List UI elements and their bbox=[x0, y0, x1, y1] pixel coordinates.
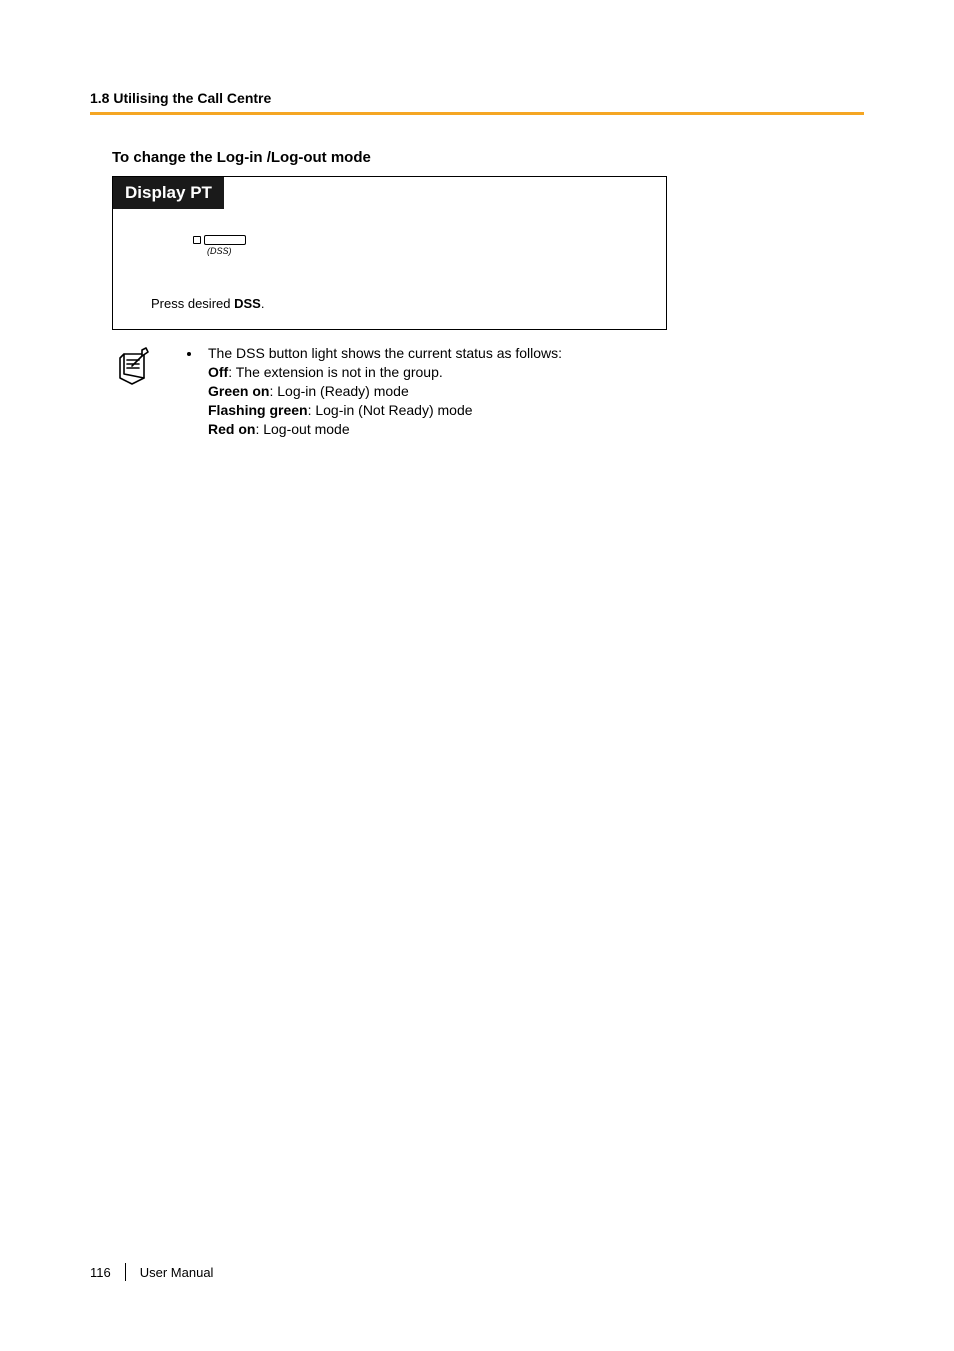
section-header: 1.8 Utilising the Call Centre bbox=[90, 90, 864, 106]
page-footer: 116 User Manual bbox=[90, 1263, 213, 1281]
orange-divider bbox=[90, 112, 864, 115]
dss-led-icon bbox=[193, 236, 201, 244]
note-text: The DSS button light shows the current s… bbox=[184, 344, 562, 438]
panel-title: Display PT bbox=[113, 177, 224, 209]
footer-divider bbox=[125, 1263, 126, 1281]
instruction-prefix: Press desired bbox=[151, 296, 234, 311]
note-bullet: The DSS button light shows the current s… bbox=[202, 344, 562, 438]
dss-button-graphic bbox=[193, 235, 646, 245]
page-number: 116 bbox=[90, 1265, 111, 1280]
note-line: Red on: Log-out mode bbox=[208, 421, 350, 437]
instruction-suffix: . bbox=[261, 296, 265, 311]
instruction-panel: Display PT (DSS) Press desired DSS. bbox=[112, 176, 667, 330]
dss-button-figure: (DSS) bbox=[193, 235, 646, 256]
note-line: Off: The extension is not in the group. bbox=[208, 364, 443, 380]
instruction-bold: DSS bbox=[234, 296, 261, 311]
page: 1.8 Utilising the Call Centre To change … bbox=[0, 0, 954, 1351]
note-icon bbox=[112, 344, 156, 388]
panel-body: (DSS) Press desired DSS. bbox=[113, 209, 666, 329]
sub-heading: To change the Log-in /Log-out mode bbox=[112, 149, 864, 166]
note-line: Green on: Log-in (Ready) mode bbox=[208, 383, 409, 399]
note-row: The DSS button light shows the current s… bbox=[112, 344, 864, 438]
instruction-line: Press desired DSS. bbox=[151, 296, 646, 311]
note-intro: The DSS button light shows the current s… bbox=[208, 345, 562, 361]
dss-key-icon bbox=[204, 235, 246, 245]
dss-caption: (DSS) bbox=[207, 246, 646, 256]
note-line: Flashing green: Log-in (Not Ready) mode bbox=[208, 402, 473, 418]
doc-title: User Manual bbox=[140, 1265, 214, 1280]
panel-title-bar: Display PT bbox=[113, 177, 666, 209]
